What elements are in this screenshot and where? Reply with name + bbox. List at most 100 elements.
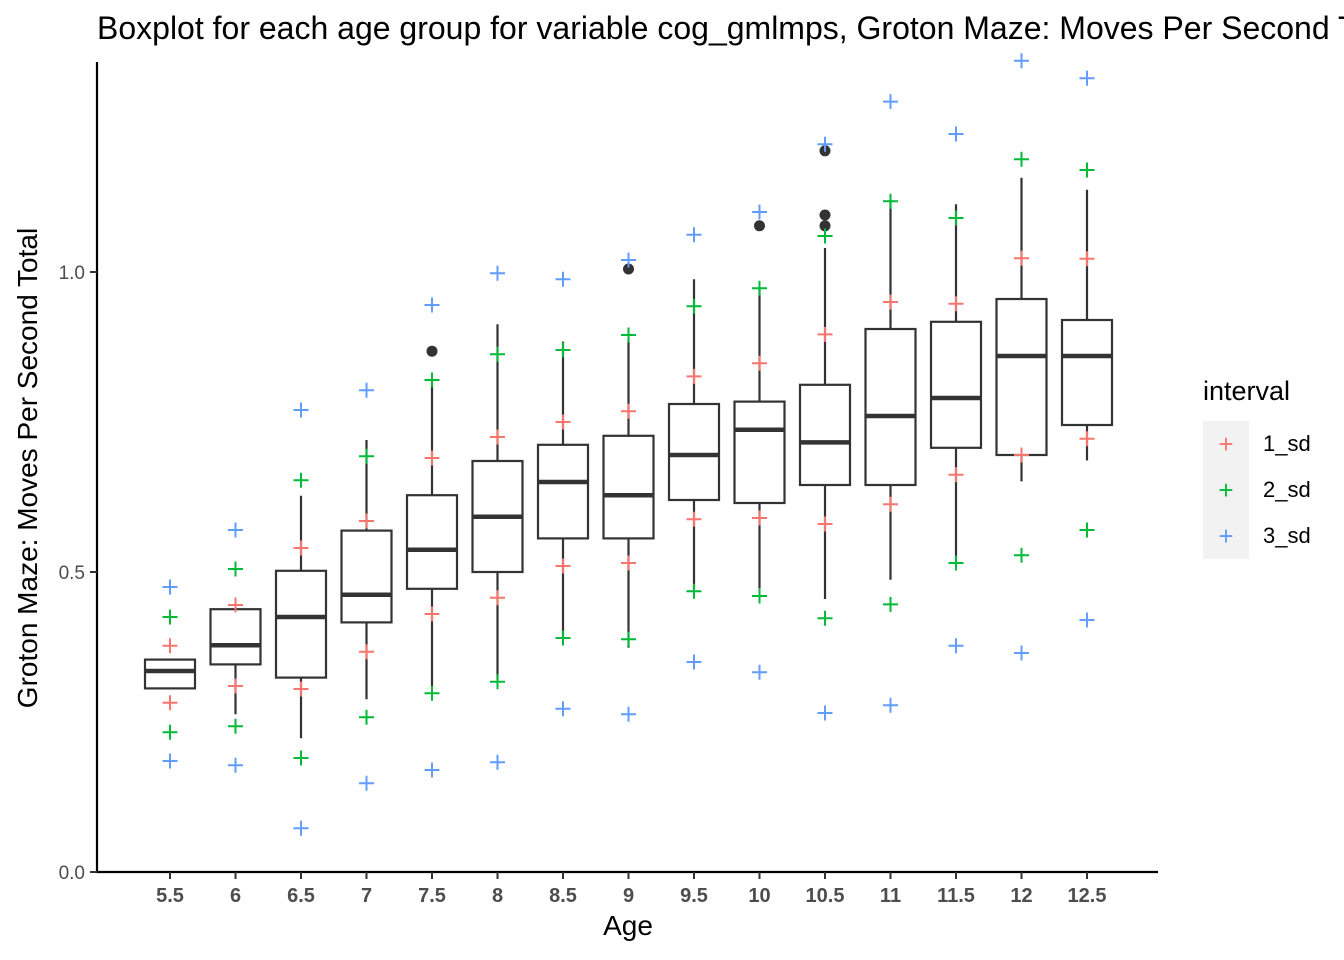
interval-point-1_sd-lower [948,467,964,483]
box-body [209,608,262,666]
interval-point-2_sd-upper [686,298,702,314]
outlier-point [754,220,765,232]
y-axis-label: Groton Maze: Moves Per Second Total [12,227,43,709]
interval-point-3_sd-lower [752,664,767,680]
interval-point-1_sd-upper [883,294,898,310]
interval-point-1_sd-upper [424,450,440,466]
interval-point-1_sd-upper [555,414,571,430]
interval-point-2_sd-upper [1079,162,1095,178]
x-tick-label: 8 [492,885,503,907]
interval-point-2_sd-upper [948,210,964,226]
interval-point-3_sd-lower [621,706,636,722]
interval-point-1_sd-upper [948,296,964,312]
interval-point-2_sd-upper [490,346,505,362]
interval-point-1_sd-lower [162,695,178,711]
box-9 [602,263,655,648]
box-body [143,658,197,690]
interval-point-3_sd-lower [817,705,833,721]
interval-point-1_sd-lower [1014,447,1029,463]
plus-icon: + [1218,521,1234,551]
legend-label-2-sd: 2_sd [1263,477,1311,502]
axes: 0.0 0.5 1.0 5.5 6 6.5 7 7.5 8 8.5 9 9.5 10 10.5 11 11.5… [59,62,1158,907]
box-6 [209,608,262,715]
interval-point-1_sd-lower [817,516,833,532]
interval-point-1_sd-upper [293,540,309,556]
box-7.5 [405,345,459,689]
interval-point-3_sd-upper [228,522,243,538]
x-tick-label: 10.5 [806,885,845,907]
interval-point-1_sd-upper [1079,251,1095,267]
box-body [340,529,393,624]
interval-point-2_sd-lower [293,750,309,766]
box-body [798,383,852,487]
x-tick-label: 9 [623,885,634,907]
interval-point-3_sd-upper [1014,53,1029,69]
interval-point-2_sd-upper [752,280,767,296]
legend-key-background [1203,421,1249,559]
x-tick-label: 8.5 [549,885,577,907]
series-1_sd [162,250,1095,711]
interval-point-2_sd-upper [1014,151,1029,167]
box-10.5 [798,145,852,599]
interval-point-3_sd-lower [1014,645,1029,661]
y-tick-label: 0.5 [59,563,85,584]
legend-label-1-sd: 1_sd [1263,431,1311,456]
interval-point-3_sd-lower [162,753,178,769]
outlier-point [426,345,438,357]
interval-point-2_sd-lower [424,685,440,701]
interval-point-3_sd-upper [424,297,440,313]
legend-key-3-sd: + [1203,513,1249,559]
interval-point-3_sd-upper [752,204,767,220]
x-tick-label: 7.5 [418,885,446,907]
interval-point-3_sd-lower [883,697,898,713]
box-body [1060,318,1114,427]
box-body [929,320,983,449]
x-tick-label: 9.5 [680,885,708,907]
interval-point-2_sd-lower [555,630,571,646]
plus-icon: + [1218,475,1234,505]
interval-point-2_sd-lower [1014,547,1029,563]
box-10 [733,220,786,589]
x-axis-label: Age [603,910,653,941]
interval-point-2_sd-lower [1079,522,1095,538]
box-11.5 [929,204,983,559]
series-3_sd [162,53,1095,836]
interval-point-1_sd-upper [359,513,374,529]
chart-title: Boxplot for each age group for variable … [97,10,1344,46]
interval-point-3_sd-lower [1079,612,1095,628]
x-tick-label: 5.5 [156,885,184,907]
interval-point-2_sd-lower [490,674,505,690]
interval-point-2_sd-upper [293,472,309,488]
interval-point-1_sd-lower [359,644,374,660]
box-body [733,400,786,505]
box-11 [864,200,917,580]
interval-point-2_sd-upper [162,609,178,625]
box-body [602,434,655,540]
interval-point-2_sd-lower [621,631,636,647]
x-tick-label: 6 [230,885,241,907]
interval-point-2_sd-upper [359,448,374,464]
interval-markers [162,53,1095,836]
y-tick-label: 0.0 [59,863,85,884]
interval-point-1_sd-lower [883,496,898,512]
box-6.5 [274,495,328,739]
x-tick-label: 10 [748,885,770,907]
interval-point-3_sd-upper [686,227,702,243]
box-12 [995,177,1048,482]
interval-point-1_sd-upper [686,368,702,384]
interval-point-3_sd-lower [293,820,309,836]
interval-point-2_sd-lower [228,718,243,734]
x-tick-label: 6.5 [287,885,315,907]
x-tick-label: 12 [1010,885,1032,907]
box-7 [340,440,393,700]
interval-point-1_sd-upper [752,355,767,371]
interval-point-2_sd-lower [883,596,898,612]
interval-point-1_sd-lower [752,510,767,526]
interval-point-1_sd-lower [490,590,505,606]
interval-point-3_sd-lower [948,638,964,654]
interval-point-3_sd-upper [162,579,178,595]
box-body [405,494,459,590]
interval-point-3_sd-upper [293,402,309,418]
interval-point-2_sd-lower [359,709,374,725]
